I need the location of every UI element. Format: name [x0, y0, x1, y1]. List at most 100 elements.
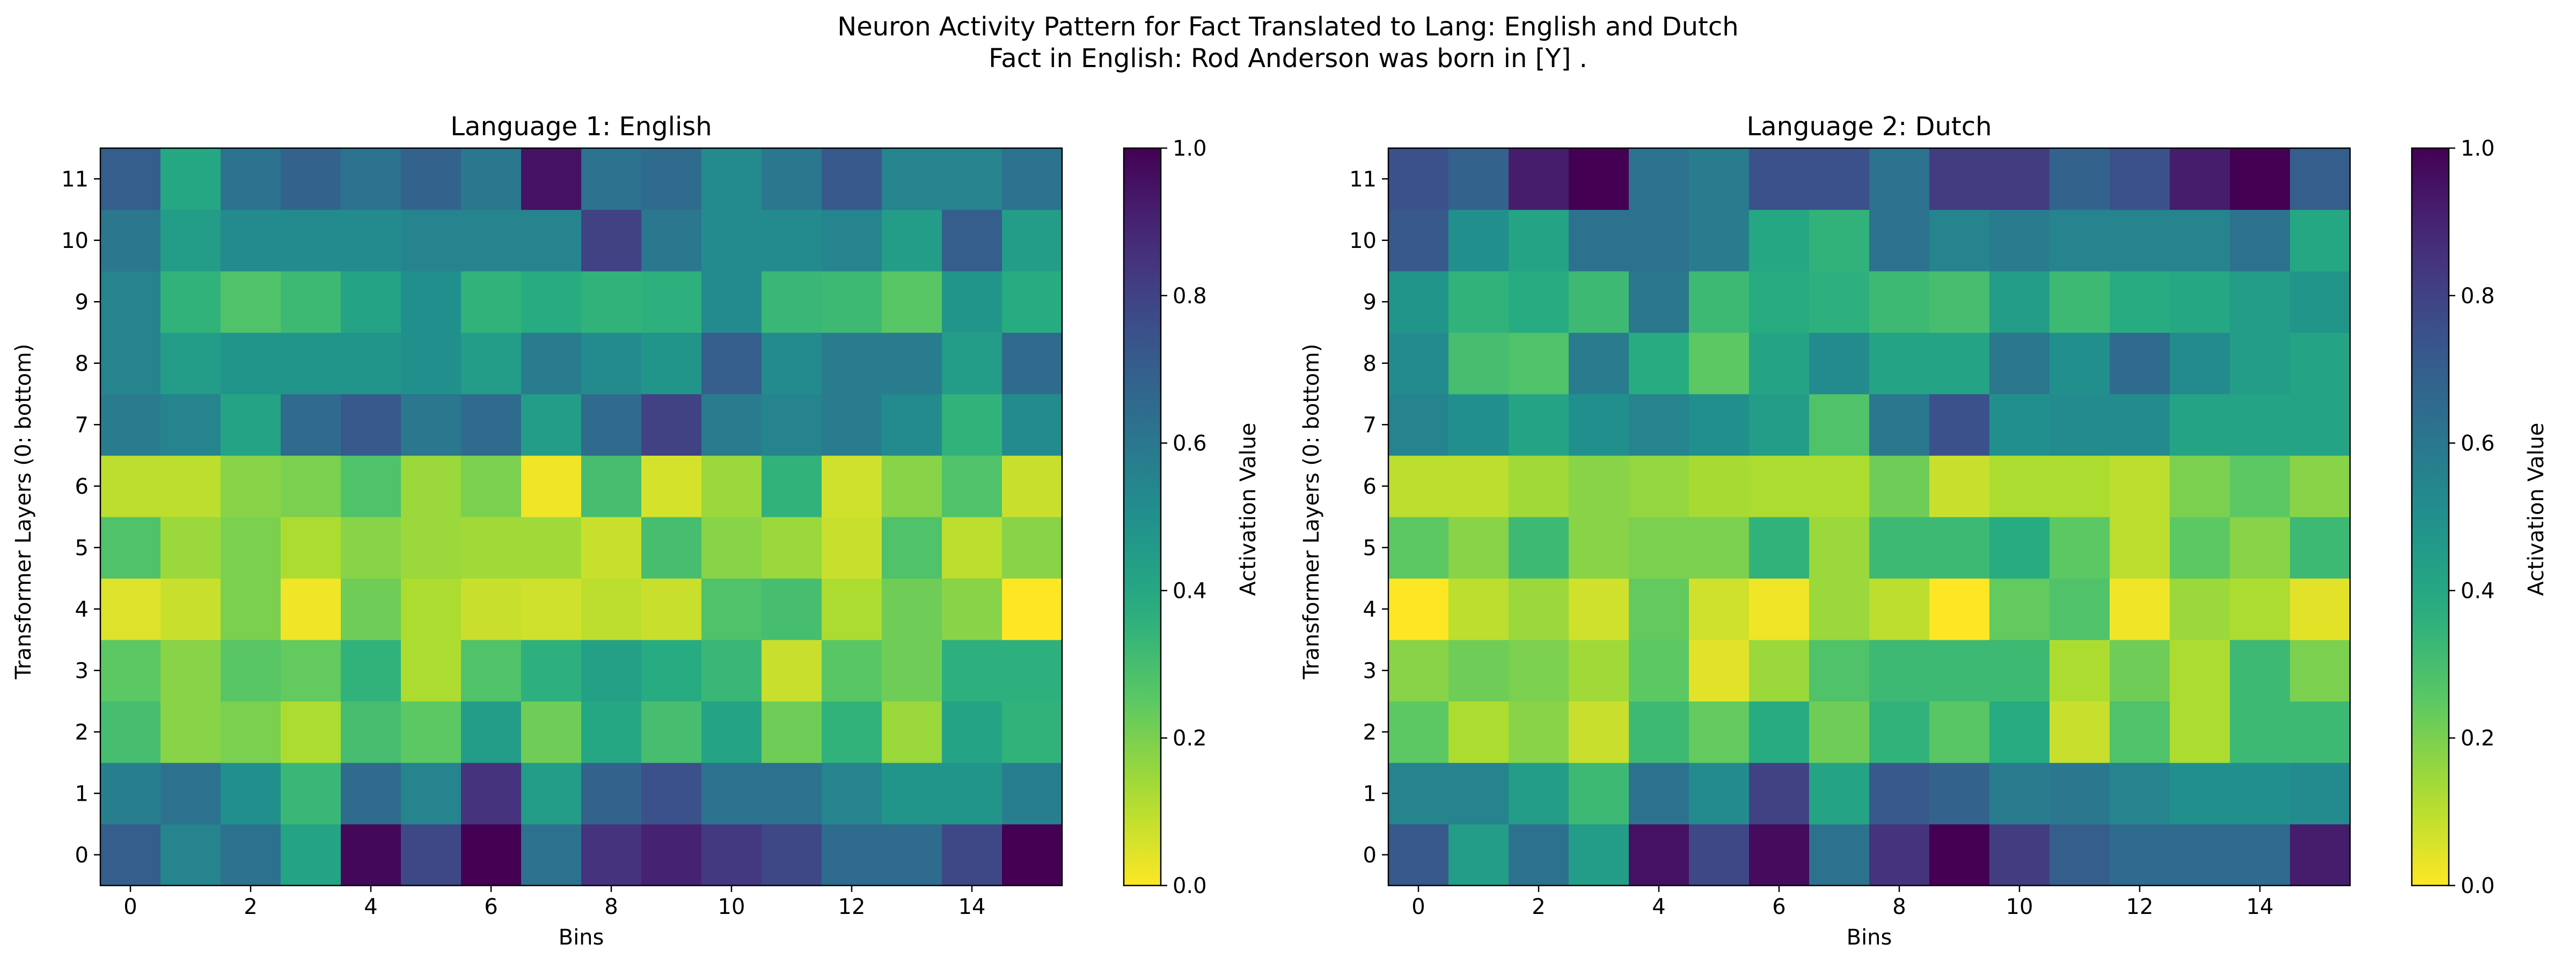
- heatmap-cell-layer-7-bin-6: [461, 394, 522, 456]
- heatmap-cell-layer-5-bin-14: [942, 517, 1002, 579]
- y-tick-label: 3: [75, 658, 89, 683]
- y-tick-label: 10: [1349, 229, 1377, 253]
- heatmap-cell-layer-8-bin-7: [1809, 332, 1870, 394]
- y-tick-label: 1: [75, 781, 89, 806]
- heatmap-cell-layer-4-bin-4: [341, 578, 401, 640]
- heatmap-cell-layer-5-bin-14: [2230, 517, 2290, 579]
- heatmap-cell-layer-0-bin-12: [822, 824, 882, 886]
- heatmap-cell-layer-1-bin-15: [1002, 763, 1063, 825]
- heatmap-cell-layer-9-bin-15: [1002, 271, 1063, 333]
- heatmap-cell-layer-0-bin-4: [1629, 824, 1689, 886]
- heatmap-cell-layer-4-bin-9: [1929, 578, 1990, 640]
- heatmap-cell-layer-7-bin-7: [1809, 394, 1870, 456]
- heatmap-cell-layer-11-bin-7: [1809, 148, 1870, 210]
- heatmap-cell-layer-1-bin-10: [701, 763, 762, 825]
- x-tick-label: 12: [838, 895, 866, 919]
- heatmap-cell-layer-7-bin-10: [701, 394, 762, 456]
- heatmap-cell-layer-9-bin-4: [341, 271, 401, 333]
- heatmap-cell-layer-9-bin-14: [2230, 271, 2290, 333]
- heatmap-cell-layer-3-bin-4: [1629, 640, 1689, 702]
- heatmap-cell-layer-6-bin-5: [401, 455, 462, 517]
- heatmap-cell-layer-11-bin-1: [1448, 148, 1509, 210]
- heatmap-cell-layer-0-bin-10: [701, 824, 762, 886]
- heatmap-cell-layer-9-bin-7: [521, 271, 582, 333]
- heatmap-cells: [100, 148, 1063, 886]
- heatmap-cell-layer-5-bin-1: [160, 517, 221, 579]
- heatmap-cell-layer-1-bin-1: [1448, 763, 1509, 825]
- heatmap-cell-layer-4-bin-10: [701, 578, 762, 640]
- heatmap-cell-layer-1-bin-5: [1689, 763, 1750, 825]
- heatmap-cell-layer-1-bin-12: [2110, 763, 2170, 825]
- colorbar-scale: [1123, 147, 1162, 887]
- figure-title-line-2: Fact in English: Rod Anderson was born i…: [989, 43, 1587, 74]
- heatmap-cell-layer-4-bin-1: [160, 578, 221, 640]
- heatmap-cell-layer-5-bin-10: [701, 517, 762, 579]
- heatmap-cell-layer-11-bin-12: [2110, 148, 2170, 210]
- heatmap-cell-layer-9-bin-14: [942, 271, 1002, 333]
- y-tick-label: 6: [75, 474, 89, 499]
- heatmap-cell-layer-10-bin-15: [2290, 209, 2351, 272]
- heatmap-cell-layer-6-bin-9: [1929, 455, 1990, 517]
- heatmap-cell-layer-10-bin-10: [1989, 209, 2050, 272]
- heatmap-cell-layer-7-bin-0: [1388, 394, 1449, 456]
- heatmap-cell-layer-0-bin-14: [2230, 824, 2290, 886]
- heatmap-cell-layer-0-bin-7: [1809, 824, 1870, 886]
- y-tick-label: 7: [75, 413, 89, 437]
- heatmap-cell-layer-4-bin-14: [942, 578, 1002, 640]
- heatmap-cell-layer-8-bin-3: [281, 332, 341, 394]
- heatmap-cell-layer-3-bin-12: [2110, 640, 2170, 702]
- colorbar: 0.0 0.2 0.4 0.6 0.8 1.0 Activation Value: [1123, 136, 1261, 898]
- heatmap-cell-layer-11-bin-6: [461, 148, 522, 210]
- heatmap-cell-layer-6-bin-10: [701, 455, 762, 517]
- heatmap-cell-layer-5-bin-11: [2050, 517, 2110, 579]
- heatmap-cell-layer-9-bin-12: [822, 271, 882, 333]
- heatmap-cell-layer-7-bin-6: [1749, 394, 1810, 456]
- colorbar-tick-label: 0.8: [2461, 284, 2495, 309]
- heatmap-cell-layer-5-bin-9: [1929, 517, 1990, 579]
- heatmap-cell-layer-7-bin-14: [942, 394, 1002, 456]
- x-tick-label: 6: [484, 895, 497, 919]
- heatmap-cell-layer-0-bin-11: [762, 824, 822, 886]
- heatmap-cell-layer-10-bin-12: [2110, 209, 2170, 272]
- heatmap-cell-layer-3-bin-14: [2230, 640, 2290, 702]
- heatmap-cell-layer-11-bin-5: [1689, 148, 1750, 210]
- heatmap-cell-layer-3-bin-5: [1689, 640, 1750, 702]
- heatmap-cell-layer-5-bin-1: [1448, 517, 1509, 579]
- heatmap-cell-layer-2-bin-14: [942, 701, 1002, 763]
- heatmap-cell-layer-1-bin-5: [401, 763, 462, 825]
- heatmap-cell-layer-0-bin-6: [461, 824, 522, 886]
- y-tick-label: 11: [61, 167, 89, 192]
- heatmap-cell-layer-7-bin-2: [1509, 394, 1569, 456]
- heatmap-cell-layer-5-bin-15: [2290, 517, 2351, 579]
- heatmap-cell-layer-1-bin-8: [581, 763, 642, 825]
- heatmap-cell-layer-2-bin-7: [521, 701, 582, 763]
- heatmap-cell-layer-0-bin-13: [2170, 824, 2230, 886]
- heatmap-cell-layer-2-bin-4: [1629, 701, 1689, 763]
- heatmap-cell-layer-2-bin-8: [1869, 701, 1930, 763]
- heatmap-cell-layer-0-bin-13: [882, 824, 942, 886]
- heatmap-cell-layer-6-bin-6: [1749, 455, 1810, 517]
- y-tick-label: 5: [75, 536, 89, 560]
- heatmap-cell-layer-8-bin-4: [341, 332, 401, 394]
- x-tick-label: 4: [1652, 895, 1665, 919]
- heatmap-cell-layer-1-bin-6: [1749, 763, 1810, 825]
- heatmap-cell-layer-0-bin-10: [1989, 824, 2050, 886]
- heatmap-cell-layer-9-bin-2: [1509, 271, 1569, 333]
- heatmap-cell-layer-5-bin-4: [341, 517, 401, 579]
- heatmap-cell-layer-0-bin-3: [1569, 824, 1629, 886]
- heatmap-cell-layer-5-bin-3: [1569, 517, 1629, 579]
- heatmap-cell-layer-3-bin-10: [1989, 640, 2050, 702]
- heatmap-cell-layer-7-bin-0: [100, 394, 161, 456]
- heatmap-cell-layer-9-bin-6: [1749, 271, 1810, 333]
- heatmap-cell-layer-4-bin-11: [2050, 578, 2110, 640]
- colorbar-label: Activation Value: [2524, 423, 2549, 596]
- heatmap-cell-layer-0-bin-2: [1509, 824, 1569, 886]
- heatmap-cell-layer-5-bin-12: [822, 517, 882, 579]
- heatmap-cell-layer-5-bin-0: [1388, 517, 1449, 579]
- heatmap-cell-layer-5-bin-10: [1989, 517, 2050, 579]
- heatmap-cell-layer-3-bin-2: [221, 640, 281, 702]
- heatmap-cell-layer-11-bin-15: [1002, 148, 1063, 210]
- heatmap-cell-layer-5-bin-9: [641, 517, 702, 579]
- heatmap-cell-layer-8-bin-12: [822, 332, 882, 394]
